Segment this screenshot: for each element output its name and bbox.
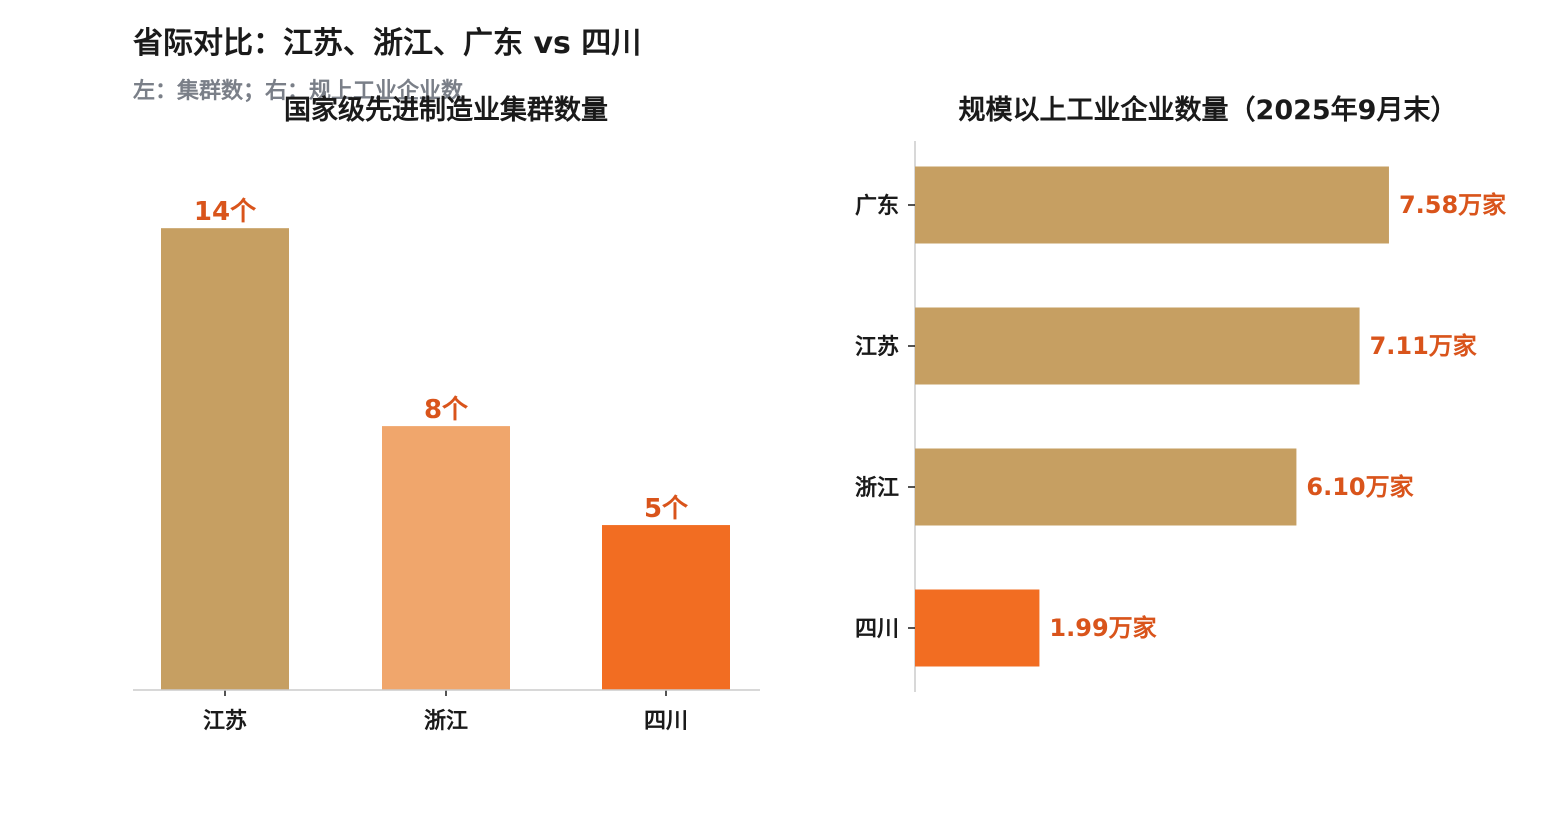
enterprise-bar-3 (915, 589, 1040, 667)
enterprise-bar-1 (915, 307, 1360, 385)
enterprise-value-label-3: 1.99万家 (1049, 614, 1156, 642)
cluster-value-label-1: 8个 (424, 395, 469, 425)
cluster-bar-0 (161, 228, 289, 690)
cluster-value-label-2: 5个 (644, 494, 689, 524)
page-subtitle: 左：集群数；右：规上工业企业数 (133, 79, 464, 104)
enterprise-category-label-1: 江苏 (855, 334, 899, 360)
cluster-category-label-2: 四川 (644, 709, 688, 734)
enterprise-count-chart: 规模以上工业企业数量（2025年9月末） 7.58万家 广东 7.11万家 江苏 6.1… (855, 94, 1506, 692)
cluster-bar-1 (382, 426, 510, 690)
cluster-value-label-0: 14个 (194, 197, 257, 227)
page-title: 省际对比：江苏、浙江、广东 vs 四川 (133, 26, 642, 61)
cluster-category-label-0: 江苏 (203, 708, 247, 734)
enterprise-category-label-3: 四川 (855, 617, 899, 642)
cluster-bar-2 (602, 525, 730, 690)
enterprise-category-label-0: 广东 (855, 193, 899, 219)
enterprise-bar-0 (915, 166, 1389, 244)
left-chart-title: 国家级先进制造业集群数量 (284, 94, 608, 126)
right-chart-title: 规模以上工业企业数量（2025年9月末） (959, 94, 1458, 126)
enterprise-value-label-2: 6.10万家 (1306, 473, 1413, 501)
enterprise-value-label-1: 7.11万家 (1370, 332, 1477, 360)
enterprise-category-label-2: 浙江 (855, 476, 899, 501)
cluster-category-label-1: 浙江 (424, 709, 468, 734)
enterprise-bar-2 (915, 448, 1297, 526)
enterprise-value-label-0: 7.58万家 (1399, 191, 1506, 219)
